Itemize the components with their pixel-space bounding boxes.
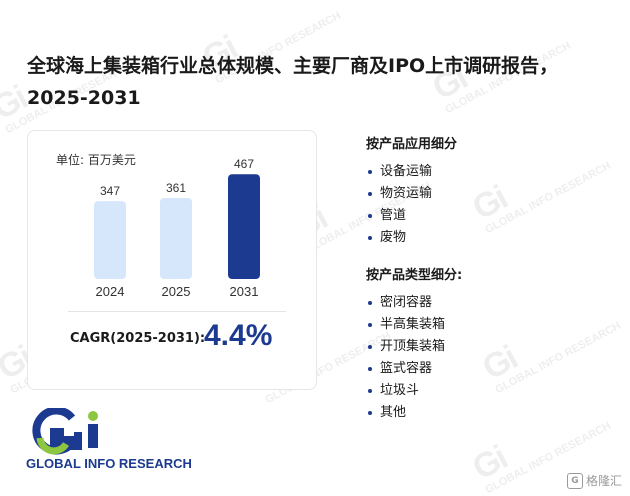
market-size-card: 单位: 百万美元 347 2024 361 2025 467 2031 CAGR(2025… [27, 130, 317, 390]
type-item: 垃圾斗 [366, 380, 462, 402]
brand-watermark: G 格隆汇 [566, 472, 622, 489]
application-heading: 按产品应用细分 [366, 137, 458, 152]
x-tick-label: 2024 [96, 284, 125, 299]
type-section: 按产品类型细分: 密闭容器 半高集装箱 开顶集装箱 篮式容器 垃圾斗 其他 [366, 264, 462, 424]
brand-text: 格隆汇 [585, 474, 622, 488]
application-item: 废物 [366, 227, 457, 249]
bar-chart: 347 2024 361 2025 467 2031 [94, 157, 260, 299]
x-tick-label: 2025 [162, 284, 191, 299]
x-tick-label: 2031 [230, 284, 259, 299]
divider [68, 311, 286, 312]
unit-label: 单位: 百万美元 [56, 153, 136, 167]
application-item: 管道 [366, 205, 457, 227]
data-label: 361 [166, 181, 186, 195]
bar-2025 [160, 198, 192, 279]
logo-text: GLOBAL INFO RESEARCH [26, 456, 192, 471]
application-item: 物资运输 [366, 183, 457, 205]
type-item: 其他 [366, 402, 462, 424]
type-heading: 按产品类型细分: [366, 268, 463, 283]
bar-2024 [94, 201, 126, 279]
page-title: 全球海上集装箱行业总体规模、主要厂商及IPO上市调研报告，2025-2031 [27, 55, 559, 109]
company-logo: GLOBAL INFO RESEARCH [26, 406, 226, 478]
cagr-label: CAGR(2025-2031): [70, 331, 206, 346]
type-list: 密闭容器 半高集装箱 开顶集装箱 篮式容器 垃圾斗 其他 [366, 292, 462, 424]
application-list: 设备运输 物资运输 管道 废物 [366, 161, 457, 249]
gi-logo-icon [32, 406, 98, 455]
data-label: 347 [100, 184, 120, 198]
type-item: 密闭容器 [366, 292, 462, 314]
brand-icon: G [566, 472, 583, 489]
type-item: 篮式容器 [366, 358, 462, 380]
data-label: 467 [234, 157, 254, 171]
type-item: 半高集装箱 [366, 314, 462, 336]
cagr-value: 4.4% [204, 319, 273, 352]
application-section: 按产品应用细分 设备运输 物资运输 管道 废物 [366, 133, 457, 249]
application-item: 设备运输 [366, 161, 457, 183]
type-item: 开顶集装箱 [366, 336, 462, 358]
bar-2031 [228, 174, 260, 279]
